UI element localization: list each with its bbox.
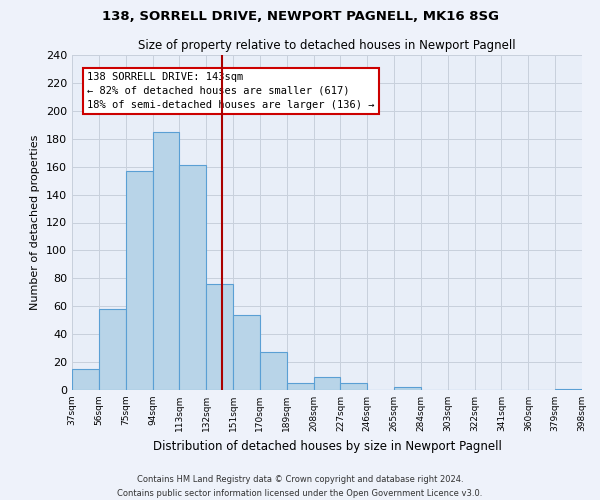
Bar	[179, 166, 206, 390]
Bar	[72, 369, 99, 390]
Bar	[99, 309, 125, 390]
Bar	[555, 388, 582, 390]
Text: Contains HM Land Registry data © Crown copyright and database right 2024.
Contai: Contains HM Land Registry data © Crown c…	[118, 476, 482, 498]
Bar	[314, 378, 340, 390]
X-axis label: Distribution of detached houses by size in Newport Pagnell: Distribution of detached houses by size …	[152, 440, 502, 452]
Y-axis label: Number of detached properties: Number of detached properties	[31, 135, 40, 310]
Bar	[233, 314, 260, 390]
Bar	[206, 284, 233, 390]
Bar	[287, 383, 314, 390]
Text: 138, SORRELL DRIVE, NEWPORT PAGNELL, MK16 8SG: 138, SORRELL DRIVE, NEWPORT PAGNELL, MK1…	[101, 10, 499, 23]
Bar	[394, 387, 421, 390]
Text: 138 SORRELL DRIVE: 143sqm
← 82% of detached houses are smaller (617)
18% of semi: 138 SORRELL DRIVE: 143sqm ← 82% of detac…	[88, 72, 375, 110]
Title: Size of property relative to detached houses in Newport Pagnell: Size of property relative to detached ho…	[138, 40, 516, 52]
Bar	[125, 171, 152, 390]
Bar	[260, 352, 287, 390]
Bar	[152, 132, 179, 390]
Bar	[340, 383, 367, 390]
